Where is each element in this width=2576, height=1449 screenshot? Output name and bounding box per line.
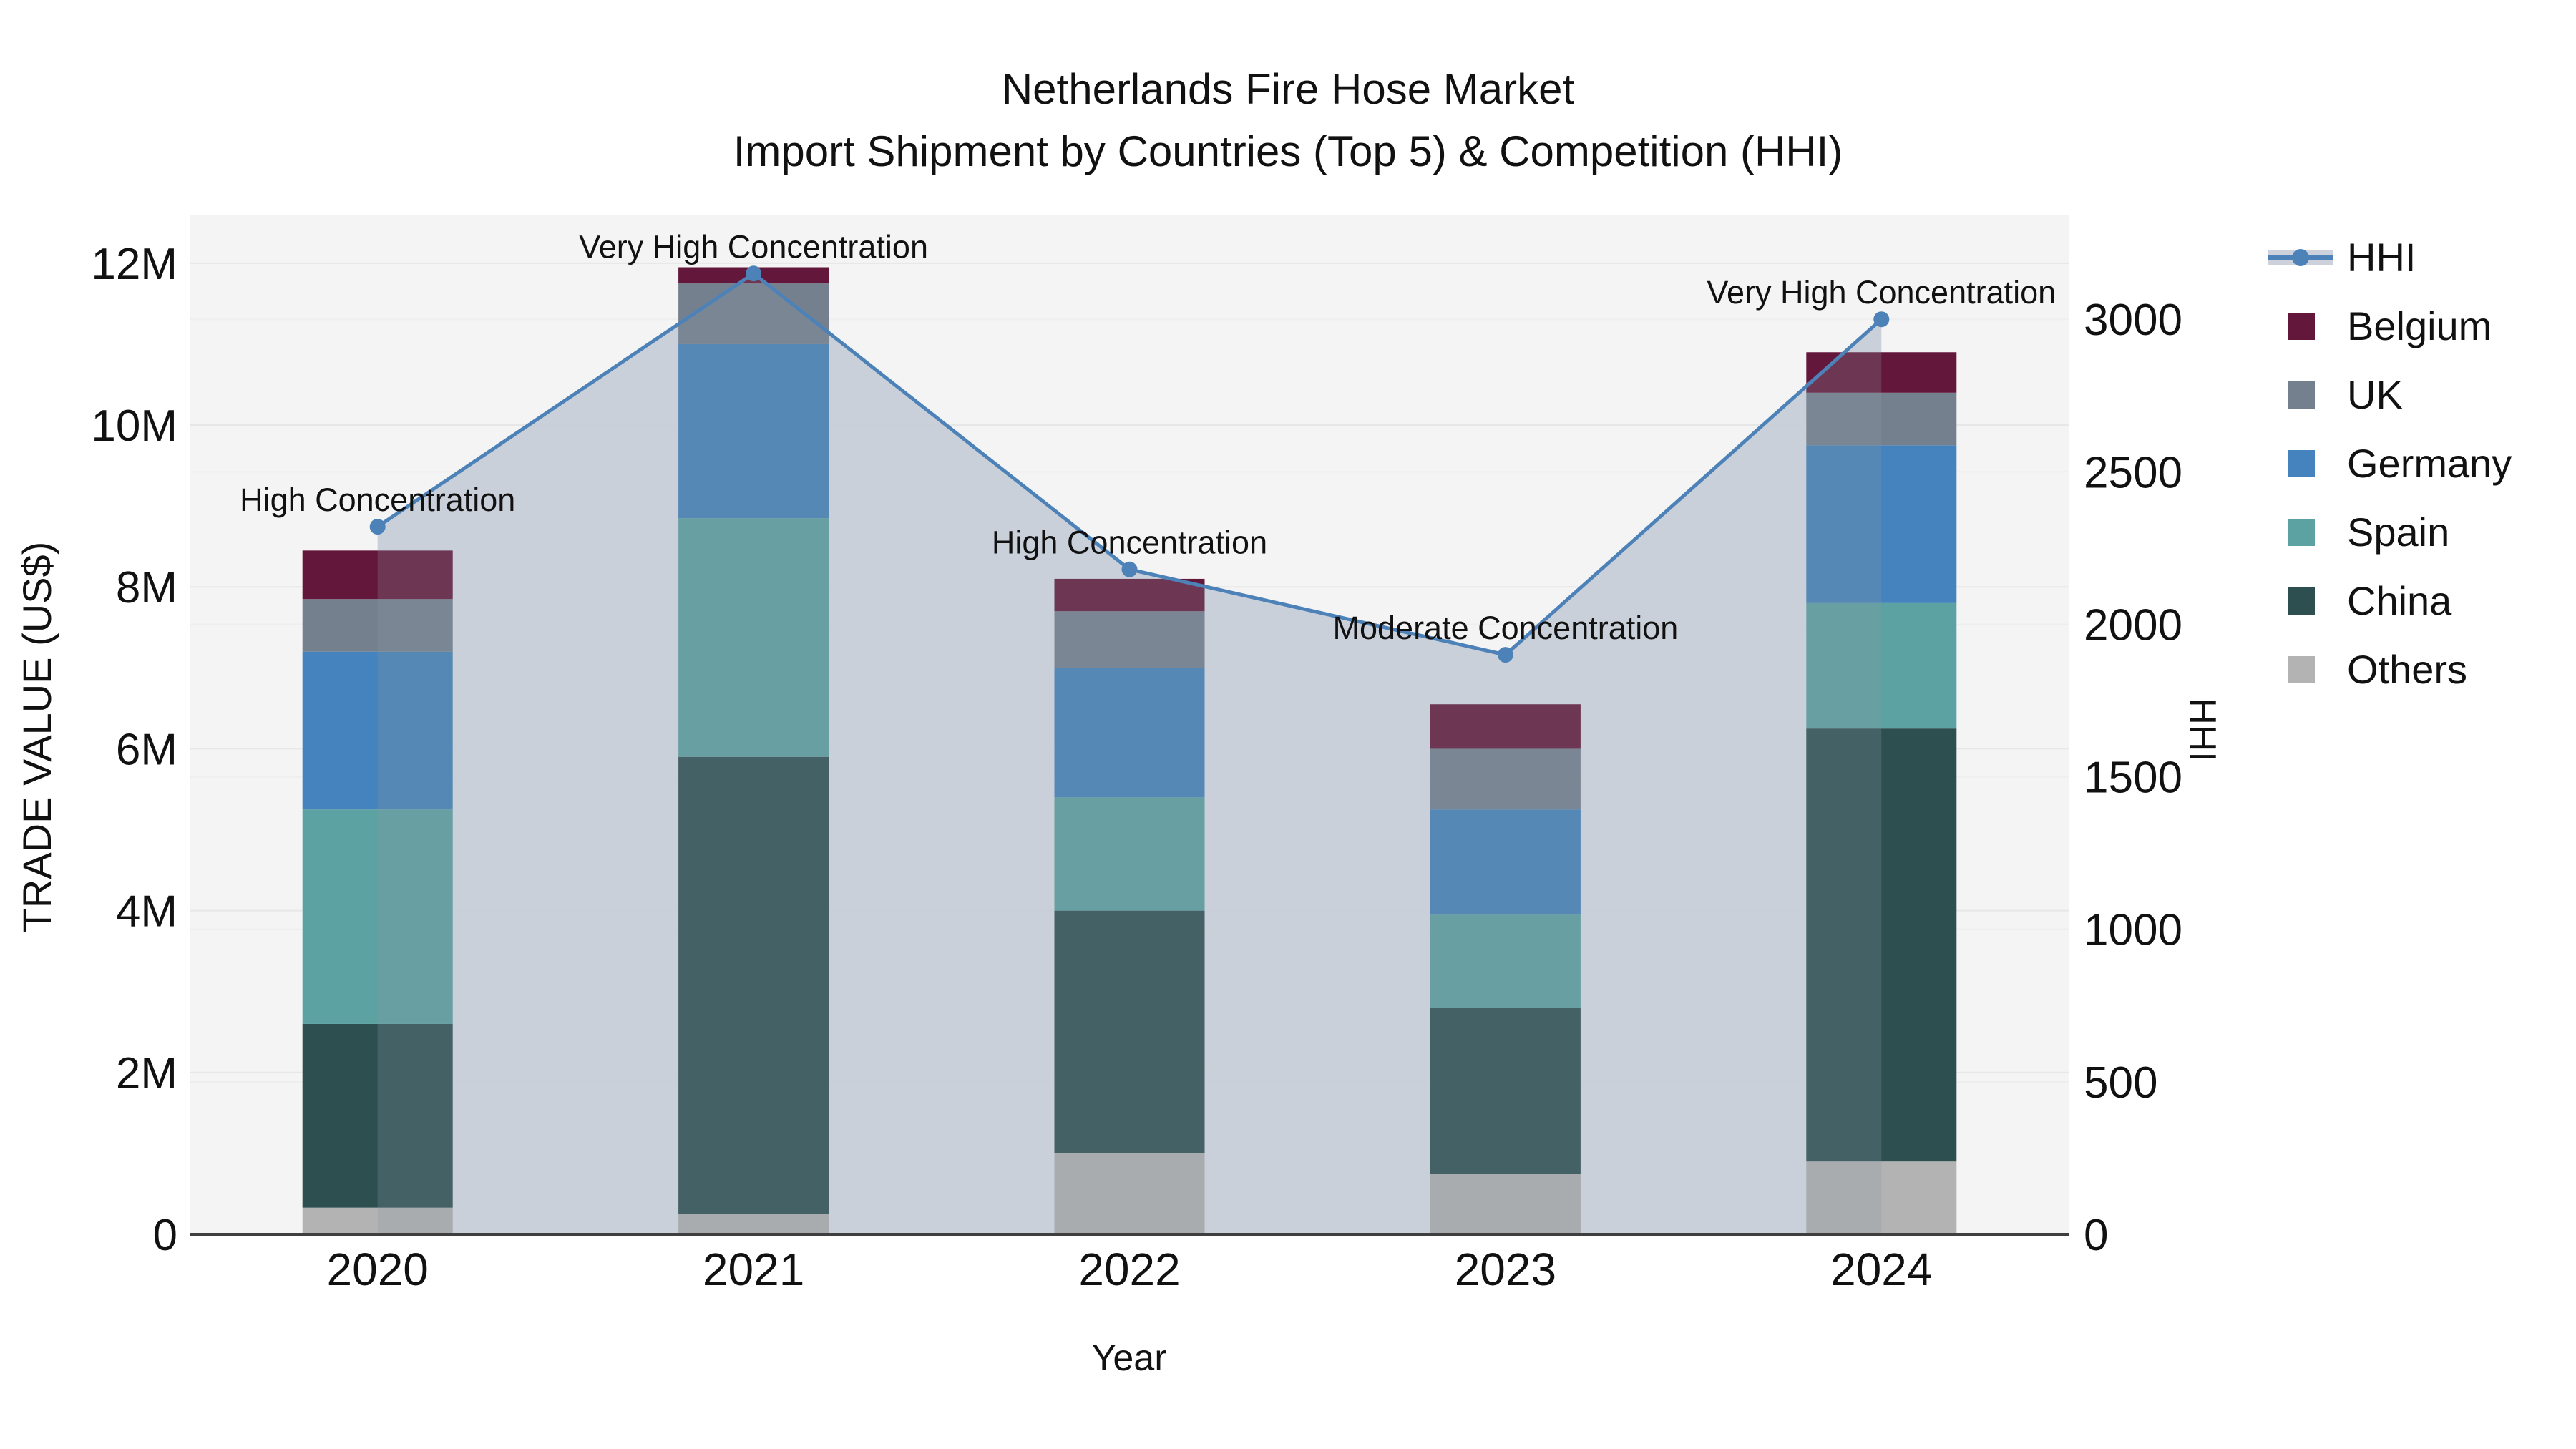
- legend-label-others: Others: [2347, 647, 2468, 692]
- bar-segment-uk-2020: [302, 599, 453, 652]
- x-tick-label-2020: 2020: [327, 1244, 429, 1295]
- legend-label-spain: Spain: [2347, 509, 2450, 555]
- x-axis-title: Year: [1091, 1337, 1167, 1379]
- right-tick-label: 1500: [2084, 753, 2182, 803]
- legend-swatch-spain: [2288, 519, 2315, 546]
- legend-item-uk[interactable]: UK: [2247, 361, 2512, 429]
- legend: HHI Belgium UK Germany Spain China Others: [2247, 223, 2512, 704]
- legend-label-hhi: HHI: [2347, 235, 2416, 280]
- right-tick-label: 3000: [2084, 296, 2182, 345]
- right-tick-label: 2000: [2084, 600, 2182, 650]
- annotation-2024: Very High Concentration: [1707, 274, 2056, 311]
- legend-swatch-uk: [2288, 381, 2315, 409]
- hhi-area-overlay: [377, 273, 1882, 1234]
- left-tick-label: 12M: [91, 240, 177, 289]
- legend-label-belgium: Belgium: [2347, 303, 2492, 348]
- legend-label-germany: Germany: [2347, 441, 2512, 486]
- bar-segment-uk-2022: [1054, 611, 1205, 668]
- legend-item-others[interactable]: Others: [2247, 635, 2512, 704]
- hhi-marker-2024: [1873, 311, 1890, 328]
- legend-swatch-belgium: [2288, 313, 2315, 340]
- bar-segment-others-2023: [1430, 1174, 1581, 1234]
- left-tick-label: 10M: [91, 401, 177, 451]
- bar-segment-china-2021: [678, 756, 829, 1214]
- annotation-2023: Moderate Concentration: [1333, 610, 1679, 646]
- bar-segment-uk-2024: [1806, 392, 1957, 446]
- bar-segment-spain-2021: [678, 518, 829, 757]
- legend-label-china: China: [2347, 578, 2452, 623]
- legend-item-spain[interactable]: Spain: [2247, 498, 2512, 567]
- bar-segment-others-2024: [1806, 1161, 1957, 1234]
- legend-item-china[interactable]: China: [2247, 567, 2512, 635]
- hhi-marker-2021: [746, 265, 762, 282]
- x-tick-label-2024: 2024: [1830, 1244, 1932, 1295]
- bar-segment-spain-2022: [1054, 797, 1205, 911]
- bar-segment-spain-2023: [1430, 914, 1581, 1008]
- left-tick-label: 4M: [116, 887, 177, 937]
- bar-segment-china-2024: [1806, 728, 1957, 1162]
- bar-segment-china-2022: [1054, 910, 1205, 1153]
- legend-hhi-marker-dot: [2292, 249, 2309, 266]
- hhi-marker-2023: [1497, 647, 1513, 663]
- x-tick-label-2023: 2023: [1455, 1244, 1556, 1295]
- right-tick-label: 0: [2084, 1211, 2108, 1260]
- bar-segment-china-2023: [1430, 1008, 1581, 1174]
- legend-item-germany[interactable]: Germany: [2247, 429, 2512, 498]
- bar-segment-belgium-2020: [302, 550, 453, 600]
- bar-segment-germany-2020: [302, 651, 453, 810]
- bar-segment-spain-2024: [1806, 602, 1957, 729]
- bar-segment-belgium-2023: [1430, 704, 1581, 749]
- bar-segment-belgium-2022: [1054, 578, 1205, 612]
- x-tick-label-2021: 2021: [703, 1244, 804, 1295]
- right-axis-title: HHI: [2182, 698, 2223, 762]
- legend-label-uk: UK: [2347, 372, 2403, 417]
- bar-segment-germany-2022: [1054, 668, 1205, 798]
- hhi-marker-2022: [1121, 561, 1138, 577]
- legend-item-belgium[interactable]: Belgium: [2247, 292, 2512, 361]
- bar-segment-germany-2024: [1806, 445, 1957, 603]
- chart-title-line1: Netherlands Fire Hose Market: [1001, 65, 1575, 113]
- legend-item-hhi[interactable]: HHI: [2247, 223, 2512, 292]
- bar-segment-others-2021: [678, 1214, 829, 1234]
- bar-segment-others-2022: [1054, 1153, 1205, 1234]
- left-tick-label: 6M: [116, 725, 177, 774]
- annotation-2020: High Concentration: [240, 482, 515, 518]
- right-tick-label: 1000: [2084, 906, 2182, 955]
- left-tick-label: 8M: [116, 563, 177, 613]
- bar-segment-others-2020: [302, 1207, 453, 1234]
- legend-swatch-others: [2288, 656, 2315, 683]
- bar-segment-germany-2023: [1430, 809, 1581, 915]
- bar-segment-spain-2020: [302, 809, 453, 1024]
- x-tick-label-2022: 2022: [1078, 1244, 1180, 1295]
- hhi-marker-2020: [369, 519, 386, 535]
- bar-segment-germany-2021: [678, 343, 829, 519]
- bar-segment-uk-2023: [1430, 748, 1581, 810]
- legend-hhi-line-icon: [2268, 249, 2333, 266]
- left-axis-title: TRADE VALUE (US$): [14, 541, 59, 933]
- right-tick-label: 500: [2084, 1058, 2157, 1108]
- annotation-2022: High Concentration: [992, 525, 1267, 561]
- right-tick-label: 2500: [2084, 448, 2182, 497]
- legend-swatch-germany: [2288, 450, 2315, 477]
- legend-swatch-china: [2288, 587, 2315, 615]
- left-tick-label: 2M: [116, 1049, 177, 1098]
- chart-title-line2: Import Shipment by Countries (Top 5) & C…: [733, 127, 1843, 175]
- annotation-2021: Very High Concentration: [579, 228, 928, 265]
- bar-segment-belgium-2024: [1806, 352, 1957, 393]
- bar-segment-china-2020: [302, 1023, 453, 1208]
- left-tick-label: 0: [153, 1211, 177, 1260]
